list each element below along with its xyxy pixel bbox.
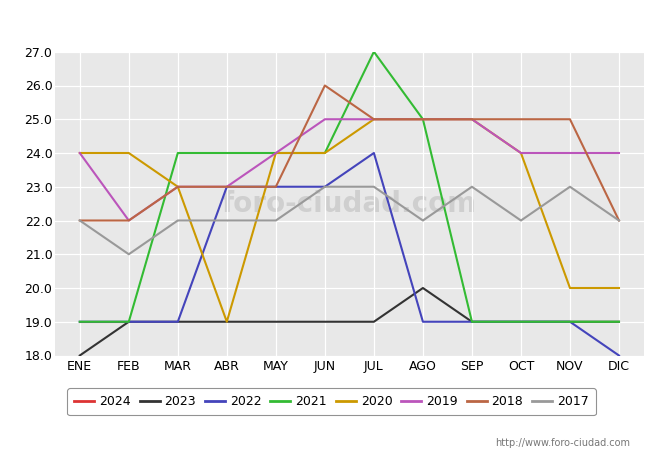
Text: Afiliados en Buitrago a 31/5/2024: Afiliados en Buitrago a 31/5/2024 bbox=[186, 14, 464, 33]
Text: http://www.foro-ciudad.com: http://www.foro-ciudad.com bbox=[495, 438, 630, 448]
Legend: 2024, 2023, 2022, 2021, 2020, 2019, 2018, 2017: 2024, 2023, 2022, 2021, 2020, 2019, 2018… bbox=[68, 388, 595, 415]
Text: foro-ciudad.com: foro-ciudad.com bbox=[222, 189, 477, 218]
